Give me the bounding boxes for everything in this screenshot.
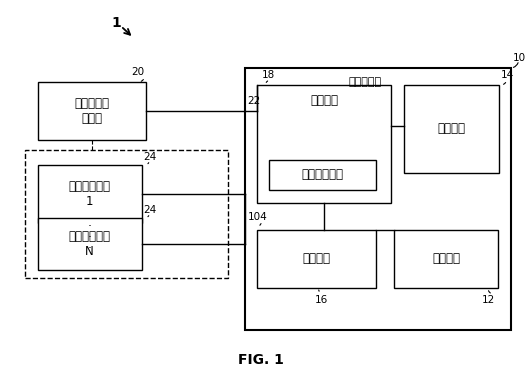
- Text: ·
·
·: · · ·: [88, 220, 91, 256]
- Text: 22: 22: [248, 96, 261, 106]
- Text: 10: 10: [513, 53, 526, 63]
- Text: 104: 104: [248, 212, 267, 222]
- Bar: [37, 165, 142, 223]
- Text: 24: 24: [144, 152, 157, 162]
- Bar: [37, 82, 146, 140]
- Text: 18: 18: [262, 70, 276, 80]
- Text: コンテンツ
ソース: コンテンツ ソース: [74, 97, 109, 125]
- Text: 制御回路: 制御回路: [310, 94, 338, 107]
- Text: 16: 16: [315, 295, 328, 305]
- Text: 録画装置: 録画装置: [437, 122, 465, 135]
- Text: 1: 1: [112, 16, 121, 30]
- Bar: [404, 85, 499, 173]
- Text: データソース
N: データソース N: [69, 230, 110, 258]
- Bar: [257, 85, 391, 203]
- Text: 入力装置: 入力装置: [303, 253, 331, 265]
- Bar: [37, 218, 142, 270]
- Bar: [394, 230, 498, 288]
- Bar: [25, 150, 228, 278]
- Text: 20: 20: [131, 67, 145, 77]
- Text: 24: 24: [144, 205, 157, 215]
- Text: データベース: データベース: [301, 169, 344, 181]
- Text: FIG. 1: FIG. 1: [238, 353, 284, 367]
- Bar: [246, 68, 511, 330]
- Text: 12: 12: [482, 295, 495, 305]
- Text: データソース
1: データソース 1: [69, 180, 110, 208]
- Text: 表示装置: 表示装置: [432, 253, 460, 265]
- Bar: [257, 230, 376, 288]
- Text: 14: 14: [501, 70, 514, 80]
- Text: ユーザ機器: ユーザ機器: [348, 77, 381, 87]
- Bar: [269, 160, 376, 190]
